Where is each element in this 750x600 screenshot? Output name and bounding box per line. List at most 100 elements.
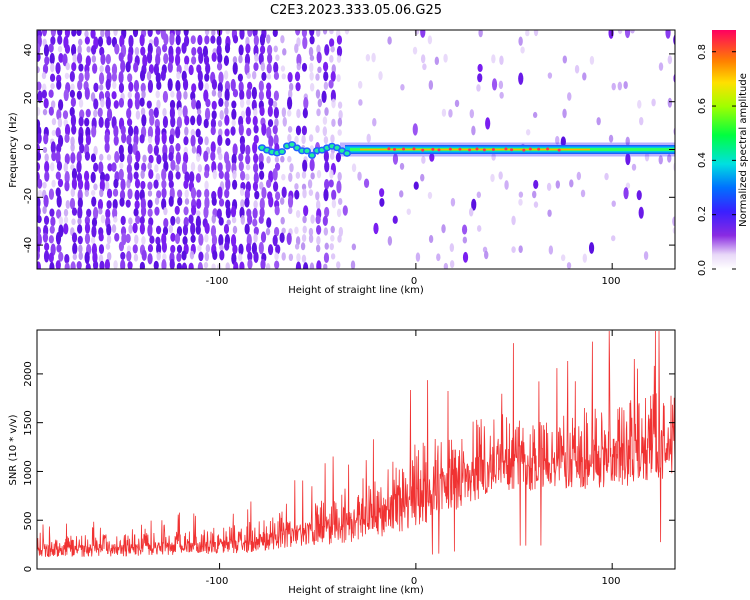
spectrogram-cell <box>379 188 385 198</box>
spectrogram-cell <box>161 43 168 53</box>
spectrogram-cell <box>147 143 153 155</box>
colorbar-tick-label: 0.2 <box>697 206 708 222</box>
spectrogram-cell <box>37 205 41 217</box>
spectrogram-cell <box>322 30 328 35</box>
spectrogram-cell <box>42 232 49 243</box>
spectrogram-cell <box>623 81 628 90</box>
spectrogram-cell <box>301 30 308 38</box>
spectrogram-cell <box>238 44 244 56</box>
spectrogram-cell <box>176 71 181 80</box>
spectrogram-cell <box>63 216 69 224</box>
spectrogram-cell <box>309 82 315 92</box>
spectrogram-cell <box>665 30 671 39</box>
spectrogram-cell <box>344 30 350 35</box>
spectrogram-cell <box>163 33 169 46</box>
spectrogram-cell <box>175 30 181 37</box>
spectrogram-cell <box>251 86 257 100</box>
spectrogram-cell <box>294 183 299 190</box>
spectrogram-cell <box>608 30 614 39</box>
spectrogram-cell <box>37 162 41 172</box>
spectrogram-cell <box>84 36 90 45</box>
spectrogram-cell <box>301 62 308 72</box>
spectrogram-cell <box>317 66 322 74</box>
spectrogram-cell <box>90 171 96 184</box>
spectrogram-cell <box>331 118 336 127</box>
spectrogram-cell <box>58 216 64 226</box>
spectrogram-cell <box>308 46 314 57</box>
spectrogram-cell <box>78 244 83 254</box>
spectrogram-cell <box>77 224 83 234</box>
spectrogram-cell <box>126 134 132 145</box>
spectrogram-cell <box>323 136 329 145</box>
spectrogram-cell <box>288 253 294 262</box>
spectrogram-cell <box>210 126 216 136</box>
spectrogram-cell <box>155 30 161 35</box>
spectrogram-cell <box>176 252 182 263</box>
spectrogram-cell <box>259 207 265 218</box>
spectrogram-cell <box>244 62 250 76</box>
spectrogram-cell <box>330 152 335 160</box>
spectrogram-cell <box>71 177 78 191</box>
spectrogram-cell <box>42 38 47 47</box>
spectrogram-cell <box>441 108 447 117</box>
spectrogram-cell <box>265 227 271 236</box>
spectrogram-cell <box>64 262 70 269</box>
spectrogram-cell <box>163 217 169 228</box>
spectrogram-cell <box>547 209 552 217</box>
spectrogram-cell <box>217 134 223 146</box>
spectrogram-cell <box>120 251 126 260</box>
spectrogram-cell <box>63 162 68 173</box>
spectrogram-cell <box>281 107 287 118</box>
spectrogram-cell <box>70 114 77 128</box>
spectrogram-cell <box>237 73 244 82</box>
spectrogram-cell <box>174 233 181 245</box>
spectrogram-cell <box>259 181 264 190</box>
spectrogram-cell <box>476 84 481 92</box>
spectrogram-cell <box>56 195 62 208</box>
spectrogram-cell <box>260 259 266 269</box>
spectrogram-cell <box>212 169 218 180</box>
spectrogram-cell <box>203 118 209 129</box>
spectrogram-cell <box>139 34 145 47</box>
spectrogram-cell <box>253 233 258 243</box>
spectrogram-cell <box>518 245 523 253</box>
spectrogram-cell <box>49 225 55 234</box>
spectrogram-cell <box>238 54 243 64</box>
spectrogram-cell <box>100 214 106 224</box>
spectrogram-cell <box>50 100 56 109</box>
spectrogram-cell <box>190 134 196 147</box>
spectrogram-cell <box>337 129 342 136</box>
spectrogram-cell <box>476 191 482 199</box>
spectrogram-cell <box>301 234 307 243</box>
spectrogram-cell <box>219 249 225 261</box>
spectrogram-cell <box>420 173 425 182</box>
spectrogram-cell <box>127 73 133 83</box>
spectrogram-cell <box>421 155 426 164</box>
spectrogram-cell <box>324 160 330 173</box>
spectrogram-cell <box>301 183 307 191</box>
spectrogram-cell <box>70 83 75 91</box>
spectrogram-cell <box>37 126 42 136</box>
spectrogram-cell <box>273 71 280 81</box>
spectrogram-cell <box>41 30 48 37</box>
spectrogram-cell <box>125 199 131 208</box>
spectrogram-cell <box>322 215 328 226</box>
spectrogram-cell <box>498 171 503 180</box>
spectrogram-cell <box>294 43 299 54</box>
spectrogram-cell <box>224 99 229 108</box>
spectrogram-ytick-label: -20 <box>23 188 34 204</box>
spectrogram-cell <box>147 223 153 237</box>
spectrogram-cell <box>287 134 292 143</box>
spectrogram-cell <box>274 252 279 261</box>
spectrogram-cell <box>148 169 154 180</box>
spectrogram-cell <box>104 173 110 182</box>
spectrogram-cell <box>50 36 56 46</box>
spectrogram-cell <box>169 258 175 269</box>
spectrogram-cell <box>560 254 566 262</box>
spectrogram-cell <box>302 215 307 224</box>
spectrogram-cell <box>167 78 173 92</box>
spectrogram-cell <box>100 53 106 65</box>
spectrogram-cell <box>232 34 239 44</box>
spectrogram-cell <box>322 126 328 137</box>
spectrogram-cell <box>78 116 84 127</box>
